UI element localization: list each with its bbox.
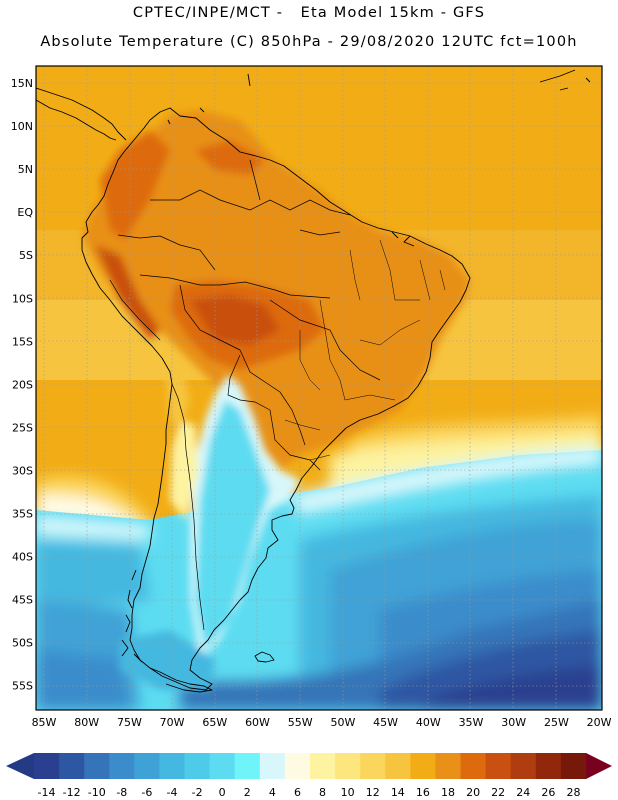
longitude-label: 50W [330, 716, 355, 729]
south-america-coastline [81, 107, 471, 691]
temperature-field [36, 66, 602, 710]
caribbean-islands [167, 69, 591, 125]
legend-color-box [335, 753, 361, 779]
latitude-label: 30S [12, 464, 33, 477]
longitude-label: 65W [202, 716, 227, 729]
southern-chile-archipelago [121, 569, 143, 663]
legend-color-box [435, 753, 462, 779]
legend-label: 16 [416, 786, 430, 799]
latitude-label: 45S [12, 594, 33, 607]
latitude-label: 50S [12, 637, 33, 650]
legend-label: 26 [541, 786, 555, 799]
latitude-label: 5S [19, 249, 33, 262]
latitude-label: 5N [18, 163, 33, 176]
legend-color-box [259, 753, 286, 779]
legend-label: 22 [491, 786, 505, 799]
legend-label: -12 [63, 786, 81, 799]
legend-label: 4 [269, 786, 276, 799]
latitude-label: 25S [12, 421, 33, 434]
legend-label: 28 [566, 786, 580, 799]
legend-color-box [34, 753, 60, 779]
state-borders [284, 239, 446, 461]
longitude-label: 40W [416, 716, 441, 729]
legend-label: 24 [516, 786, 530, 799]
longitude-label: 80W [74, 716, 99, 729]
legend-label: -6 [141, 786, 152, 799]
legend-color-box [360, 753, 386, 779]
legend-color-box [184, 753, 211, 779]
longitude-label: 45W [373, 716, 398, 729]
legend-label: 2 [244, 786, 251, 799]
longitude-label: 70W [160, 716, 185, 729]
legend-label: 8 [319, 786, 326, 799]
legend-label: 14 [391, 786, 405, 799]
chart-title-line-1: CPTEC/INPE/MCT - Eta Model 15km - GFS [132, 5, 486, 21]
falkland-islands [254, 651, 275, 663]
longitude-label: 35W [459, 716, 484, 729]
latitude-label: 15N [11, 77, 33, 90]
legend-color-box [159, 753, 186, 779]
longitude-axis: 85W 80W 75W 70W 65W 60W 55W 50W 45W 40W 35W 30W 25W 2… [32, 716, 612, 729]
latitude-label: 10S [12, 292, 33, 305]
graticule [36, 66, 602, 710]
legend-color-box [510, 753, 537, 779]
longitude-label: 60W [245, 716, 270, 729]
latitude-axis: 15N 10N 5N EQ 5S 10S 15S 20S 25S 30S 35S 40S 45S 50S 5… [11, 77, 34, 693]
legend-label: -14 [38, 786, 56, 799]
legend-color-box [410, 753, 436, 779]
legend-color-box [109, 753, 135, 779]
legend-color-box [485, 753, 512, 779]
legend-label: 18 [441, 786, 455, 799]
country-borders [109, 159, 381, 631]
amazon-delta-islands [391, 231, 415, 247]
longitude-label: 20W [587, 716, 612, 729]
longitude-label: 85W [32, 716, 57, 729]
longitude-label: 75W [117, 716, 142, 729]
legend-label: 6 [294, 786, 301, 799]
latitude-label: 20S [12, 378, 33, 391]
chart-title-line-2: Absolute Temperature (C) 850hPa - 29/08/… [40, 34, 578, 50]
legend-color-box [385, 753, 411, 779]
legend-color-box [59, 753, 85, 779]
legend-label: 12 [366, 786, 380, 799]
color-legend: -14 -12 -10 -8 -6 -4 -2 0 2 4 6 8 10 12 14 16 18 20 22 24 26… [6, 753, 612, 799]
map-frame [35, 65, 603, 711]
latitude-label: 15S [12, 335, 33, 348]
legend-label: -4 [167, 786, 178, 799]
legend-label: 10 [341, 786, 355, 799]
legend-color-box [284, 753, 311, 779]
legend-label: -8 [116, 786, 127, 799]
legend-color-box [460, 753, 487, 779]
legend-color-box [84, 753, 110, 779]
latitude-label: EQ [17, 206, 33, 219]
longitude-label: 30W [501, 716, 526, 729]
legend-color-box [234, 753, 261, 779]
legend-color-box [535, 753, 562, 779]
legend-label: 20 [466, 786, 480, 799]
latitude-label: 40S [12, 551, 33, 564]
legend-label: 0 [219, 786, 226, 799]
latitude-label: 10N [11, 120, 33, 133]
legend-color-box [310, 753, 336, 779]
legend-color-box [209, 753, 236, 779]
legend-label: -10 [88, 786, 106, 799]
legend-label: -2 [192, 786, 203, 799]
legend-color-box [134, 753, 160, 779]
tierra-del-fuego [149, 667, 213, 693]
coastlines [36, 69, 591, 693]
longitude-label: 55W [288, 716, 313, 729]
legend-color-box [560, 753, 587, 779]
latitude-label: 35S [12, 508, 33, 521]
legend-underflow-arrow [6, 753, 34, 779]
legend-overflow-arrow [586, 753, 612, 779]
central-america-coastline [36, 87, 127, 141]
latitude-label: 55S [12, 680, 33, 693]
longitude-label: 25W [544, 716, 569, 729]
